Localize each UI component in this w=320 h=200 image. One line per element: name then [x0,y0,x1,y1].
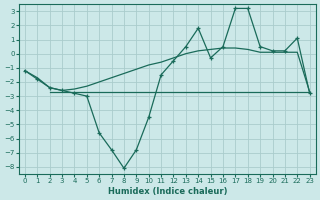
X-axis label: Humidex (Indice chaleur): Humidex (Indice chaleur) [108,187,227,196]
